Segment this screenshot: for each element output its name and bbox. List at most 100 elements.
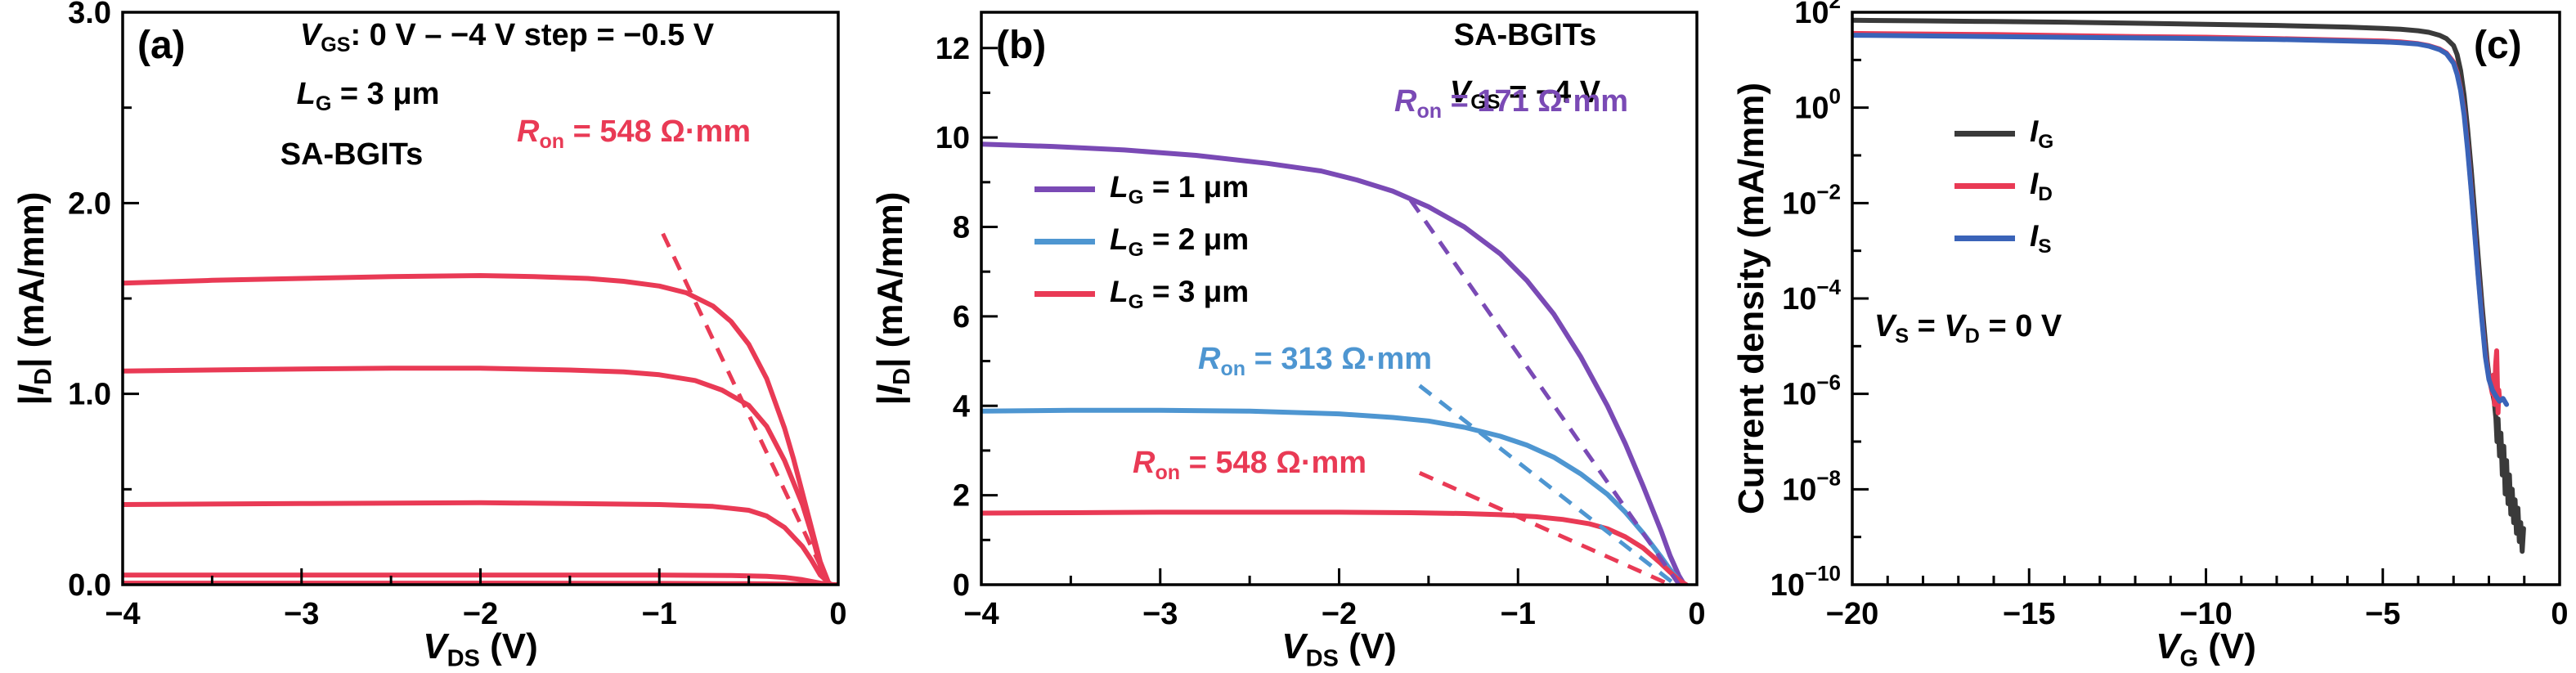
y-tick-label: 10−8 <box>1782 465 1841 507</box>
text-segment: DS <box>1305 645 1339 672</box>
legend-c: IG ID IS <box>1954 114 2053 258</box>
annotation-ron-3um: Ron = 548 Ω·mm <box>1133 446 1367 485</box>
text-segment: G <box>2179 645 2199 672</box>
text-segment: on <box>1416 100 1443 123</box>
annotation-ron-1um: Ron = 171 Ω·mm <box>1394 84 1628 123</box>
y-tick-label: 3.0 <box>68 0 111 30</box>
y-tick-label: 8 <box>953 211 970 245</box>
text-segment: V <box>1944 309 1965 343</box>
text-segment: L <box>1110 274 1129 308</box>
text-segment: = 0 V <box>1979 309 2062 343</box>
text-segment: | <box>869 395 910 406</box>
x-tick-label: −3 <box>1142 597 1178 631</box>
text-segment: R <box>517 114 540 149</box>
annotation-device-a: SA-BGITs <box>280 137 424 172</box>
chart-c-transfer-curves: −20 −15 −10 −5 0 102 100 10−2 10−4 10−6 10−8 10−10 <box>1770 0 2569 631</box>
text-segment: : 0 V – −4 V step = −0.5 V <box>350 18 715 52</box>
text-segment: R <box>1133 446 1156 480</box>
fit-line-ron-548 <box>1418 471 1672 585</box>
annotation-vgs-b: VGS = −4 V <box>1390 75 1660 114</box>
text-segment: R <box>1198 342 1221 376</box>
text-segment: I <box>2030 114 2039 148</box>
chart-a-output-curves: −4 −3 −2 −1 0 0.0 1.0 2.0 3.0 <box>68 0 846 631</box>
text-segment: on <box>1155 461 1181 485</box>
text-segment: R <box>1394 84 1417 119</box>
text-segment: I <box>2030 166 2039 200</box>
text-segment: = <box>1909 309 1945 343</box>
y-tick-label: 1.0 <box>68 378 111 412</box>
x-tick-label: −10 <box>2179 597 2232 631</box>
annotation-vgs-range-a: VGS: 0 V – −4 V step = −0.5 V <box>229 18 785 57</box>
text-segment: V <box>299 18 321 52</box>
series-lg-1um <box>981 141 1687 585</box>
text-segment: DS <box>447 645 480 672</box>
text-segment: on <box>1220 357 1246 381</box>
x-axis-label-a: VDS (V) <box>123 626 838 672</box>
y-axis-label-c: Current density (mA/mm) <box>1731 82 1771 515</box>
y-tick-label: 10−2 <box>1782 179 1841 221</box>
legend-label: LG = 2 μm <box>1110 222 1249 262</box>
annotation-ron-2um: Ron = 313 Ω·mm <box>1198 342 1432 381</box>
fit-line-ron-548 <box>661 232 832 585</box>
x-axis-label-b: VDS (V) <box>981 626 1697 672</box>
panel-a: −4 −3 −2 −1 0 0.0 1.0 2.0 3.0 |ID| (mA/mm) VDS (… <box>0 0 859 673</box>
legend-label: IS <box>2030 219 2052 258</box>
x-tick-label: 0 <box>1688 597 1705 631</box>
x-tick-label: −4 <box>963 597 999 631</box>
text-segment: G <box>1128 238 1144 261</box>
x-tick-label: −2 <box>463 597 498 631</box>
text-segment: | <box>11 395 52 406</box>
legend-line-sample <box>1034 239 1095 245</box>
x-tick-label: −2 <box>1322 597 1357 631</box>
legend-item: IG <box>1954 114 2053 154</box>
text-segment: = 1 μm <box>1143 170 1250 204</box>
panel-c: −20 −15 −10 −5 0 102 100 10−2 10−4 10−6 10−8 10−10 … <box>1717 0 2576 673</box>
text-segment: D <box>30 367 57 385</box>
text-segment: G <box>1128 186 1144 209</box>
legend-line-sample <box>1954 131 2015 137</box>
legend-item: ID <box>1954 167 2053 206</box>
text-segment: | (mA/mm) <box>11 191 52 368</box>
x-tick-label: −15 <box>2003 597 2055 631</box>
plot-area <box>123 232 838 585</box>
text-segment: = −4 V <box>1500 75 1601 110</box>
plot-area <box>1852 17 2526 554</box>
text-segment: on <box>539 130 565 154</box>
y-tick-label: 10−10 <box>1770 561 1841 603</box>
chart-b-output-curves: −4 −3 −2 −1 0 0 2 4 6 8 10 12 <box>936 11 1706 631</box>
plot-frame <box>1851 11 2561 586</box>
x-tick-label: 0 <box>829 597 846 631</box>
text-segment: GS <box>1470 91 1501 114</box>
series-vgs-3.0V <box>123 500 834 585</box>
panel-label-b: (b) <box>996 24 1047 67</box>
y-tick-label: 100 <box>1794 84 1841 126</box>
legend-label: IG <box>2030 114 2053 154</box>
x-tick-label: 0 <box>2551 597 2568 631</box>
panel-label-a: (a) <box>137 24 186 67</box>
y-tick-label: 4 <box>953 389 970 424</box>
legend-label: LG = 3 μm <box>1110 275 1249 314</box>
x-tick-label: −1 <box>642 597 677 631</box>
y-tick-label: 12 <box>936 32 970 66</box>
text-segment: D <box>1964 325 1980 348</box>
text-segment: V <box>1281 626 1306 666</box>
y-tick-label: 6 <box>953 300 970 334</box>
x-tick-label: −20 <box>1826 597 1878 631</box>
text-segment: L <box>296 77 316 111</box>
legend-line-sample <box>1034 186 1095 193</box>
text-segment: G <box>2038 130 2054 153</box>
panel-b: −4 −3 −2 −1 0 0 2 4 6 8 10 12 |ID| (mA/mm) VDS (V) … <box>859 0 1717 673</box>
text-segment: GS <box>321 34 351 57</box>
text-segment: V <box>1449 75 1471 110</box>
legend-item: LG = 1 μm <box>1034 170 1249 209</box>
annotation-device-b: SA-BGITs <box>1453 18 1597 52</box>
series-ig <box>1852 17 2526 554</box>
panel-label-c: (c) <box>2474 24 2522 67</box>
legend-line-sample <box>1954 183 2015 190</box>
annotation-gate-length-a: LG = 3 μm <box>229 77 507 116</box>
text-segment: I <box>11 384 52 396</box>
text-segment: = 2 μm <box>1143 222 1250 256</box>
text-segment: I <box>2030 218 2039 253</box>
text-segment: I <box>869 384 910 396</box>
legend-item: IS <box>1954 219 2053 258</box>
